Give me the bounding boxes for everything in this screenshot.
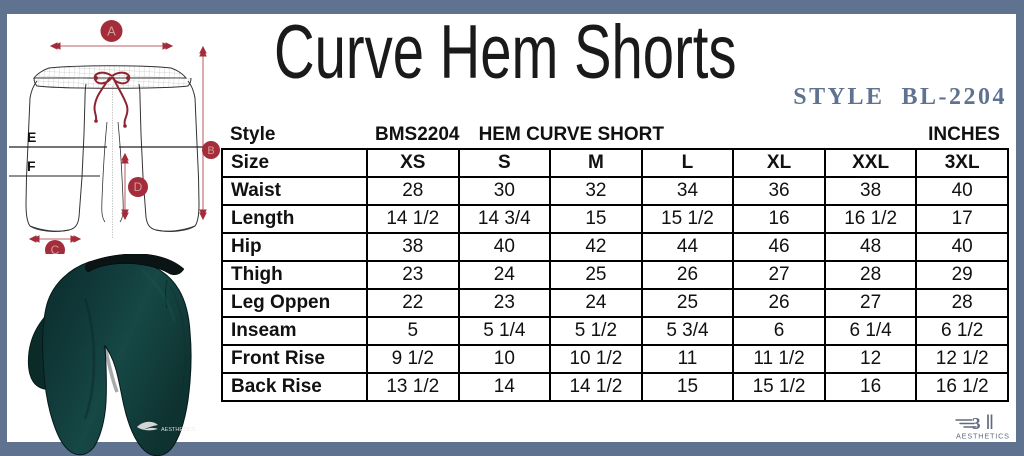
svg-text:A: A: [107, 24, 116, 39]
svg-text:AESTHETICS: AESTHETICS: [161, 427, 196, 433]
svg-text:B: B: [207, 145, 214, 157]
svg-text:D: D: [134, 180, 143, 194]
svg-text:3: 3: [972, 414, 981, 433]
svg-text:E: E: [27, 129, 36, 145]
svg-text:AESTHETICS: AESTHETICS: [956, 432, 1010, 441]
svg-text:C: C: [51, 243, 60, 254]
svg-text:F: F: [27, 158, 36, 174]
